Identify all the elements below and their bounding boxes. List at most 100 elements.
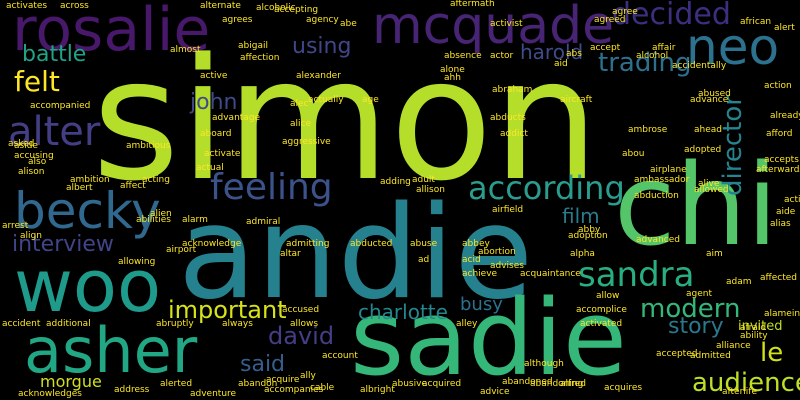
- word: actual: [196, 163, 224, 173]
- word: asher: [24, 314, 198, 387]
- word: alone: [440, 65, 465, 75]
- word: accused: [282, 305, 320, 315]
- word: advance: [690, 95, 729, 105]
- word: abraham: [492, 85, 533, 95]
- word: aggressive: [282, 137, 331, 147]
- word: abe: [340, 19, 357, 29]
- word: absence: [444, 51, 482, 61]
- word: accompanies: [264, 385, 324, 395]
- word: adult: [412, 175, 435, 185]
- word: director: [718, 95, 748, 196]
- word: becky: [14, 182, 161, 240]
- word: also: [28, 157, 47, 167]
- word: agency: [306, 15, 339, 25]
- word: story: [668, 314, 724, 339]
- word: adopted: [684, 145, 722, 155]
- word: adam: [726, 277, 752, 287]
- word: abducted: [350, 239, 393, 249]
- word: harold: [520, 40, 584, 64]
- word: acquire: [266, 375, 300, 385]
- word: simon: [92, 22, 600, 218]
- word: admitted: [690, 351, 731, 361]
- word: david: [268, 322, 335, 350]
- word: ad: [418, 255, 430, 265]
- word: although: [524, 359, 564, 369]
- word: age: [362, 95, 379, 105]
- word: abbey: [462, 239, 490, 249]
- word: aid: [554, 59, 568, 69]
- word: abandoned: [502, 377, 553, 387]
- word: address: [114, 385, 150, 395]
- word: woo: [14, 244, 161, 328]
- word: afraid: [740, 323, 767, 333]
- word: advantage: [212, 113, 261, 123]
- word: accompanied: [30, 101, 91, 111]
- word: accept: [590, 43, 621, 53]
- word: accepts: [764, 155, 799, 165]
- word: accidentally: [672, 61, 727, 71]
- word: le: [760, 338, 784, 368]
- word: always: [222, 319, 253, 329]
- word: acknowledges: [18, 389, 82, 399]
- word: ambrose: [628, 125, 668, 135]
- word: acting: [142, 175, 170, 185]
- word: feeling: [210, 167, 333, 208]
- word: account: [322, 351, 358, 361]
- word: almost: [170, 45, 201, 55]
- word: busy: [460, 294, 503, 315]
- word: sandra: [578, 255, 695, 295]
- word: allowed: [694, 185, 729, 195]
- word: afterlife: [722, 387, 757, 397]
- word: aftermath: [450, 0, 495, 9]
- word: agreed: [594, 15, 626, 25]
- word: film: [562, 204, 600, 228]
- word: john: [190, 90, 238, 115]
- word: accident: [2, 319, 41, 329]
- word: alerted: [160, 379, 193, 389]
- word: cable: [310, 383, 335, 393]
- word: admiral: [246, 217, 281, 227]
- word: action: [764, 81, 792, 91]
- word: alamein: [764, 309, 800, 319]
- word: advice: [480, 387, 510, 397]
- word: acquires: [604, 383, 643, 393]
- word: allows: [290, 319, 319, 329]
- word: abandoning: [530, 379, 584, 389]
- word: afterwards: [756, 165, 800, 175]
- word: affection: [240, 53, 280, 63]
- word: airport: [166, 245, 197, 255]
- word: albert: [66, 183, 93, 193]
- word: alert: [774, 23, 795, 33]
- word: invited: [738, 319, 783, 334]
- word: alley: [456, 319, 478, 329]
- word: alternate: [200, 1, 241, 11]
- word: according: [468, 169, 625, 207]
- word: acknowledge: [182, 239, 242, 249]
- word: across: [60, 1, 89, 11]
- word: abduction: [634, 191, 679, 201]
- word: active: [200, 71, 228, 81]
- word: align: [20, 231, 42, 241]
- word: abducts: [490, 113, 526, 123]
- word: modern: [640, 294, 741, 324]
- word: morgue: [40, 372, 102, 391]
- word: airfield: [492, 205, 524, 215]
- word: abilities: [136, 215, 171, 225]
- word: neo: [686, 18, 780, 76]
- word: abuse: [410, 239, 438, 249]
- word: african: [740, 17, 772, 27]
- word: rosalie: [12, 0, 211, 65]
- word: alias: [770, 219, 791, 229]
- word: activate: [204, 149, 241, 159]
- word: alliance: [716, 341, 751, 351]
- word: afford: [766, 129, 793, 139]
- word: affair: [652, 43, 676, 53]
- word: aircraft: [560, 95, 593, 105]
- word: ability: [740, 331, 768, 341]
- word: allowing: [118, 257, 156, 267]
- word: acquaintance: [520, 269, 581, 279]
- word: felt: [14, 65, 60, 98]
- word: advises: [490, 261, 524, 271]
- word: accepted: [656, 349, 698, 359]
- word: alison: [18, 167, 45, 177]
